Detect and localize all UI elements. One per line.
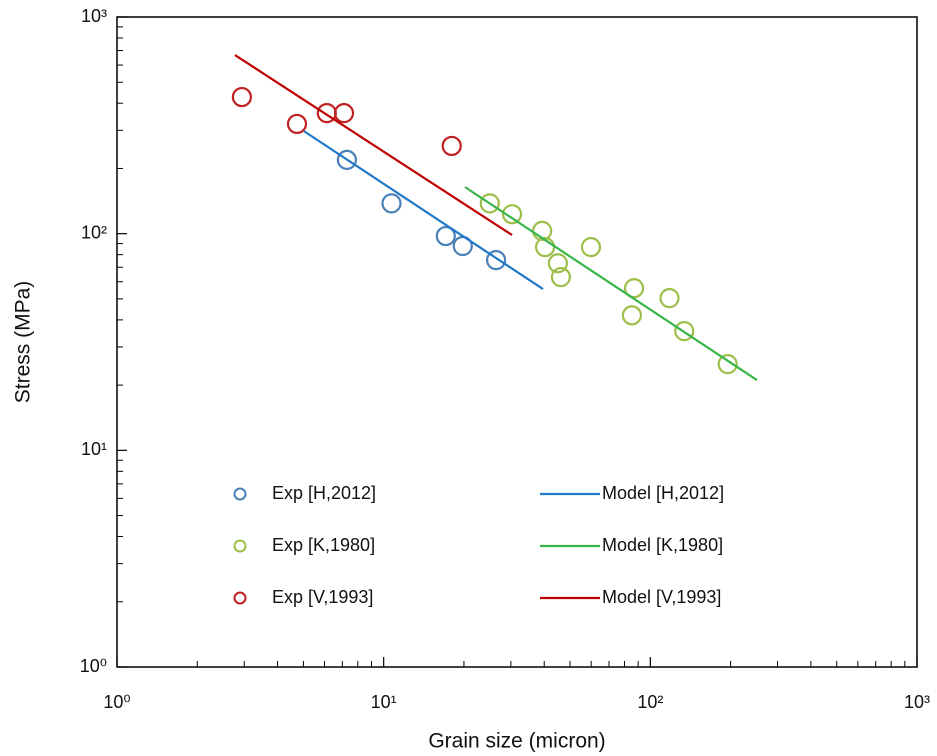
legend-label: Exp [H,2012]: [272, 483, 376, 503]
marker: [485, 250, 507, 271]
marker: [550, 267, 572, 288]
legend-label: Model [V,1993]: [602, 587, 721, 607]
legend-label: Exp [K,1980]: [272, 535, 375, 555]
marker: [580, 236, 602, 258]
plot-frame: [116, 16, 918, 668]
x-tick-label: 10⁰: [103, 692, 130, 712]
legend-label: Exp [V,1993]: [272, 587, 373, 607]
x-tick-label: 10³: [904, 692, 930, 712]
marker: [623, 278, 645, 299]
marker: [621, 305, 643, 326]
marker: [435, 225, 456, 247]
x-tick-label: 10¹: [371, 692, 397, 712]
legend-label: Model [K,1980]: [602, 535, 723, 555]
y-tick-label: 10⁰: [80, 656, 107, 676]
marker: [441, 135, 462, 157]
x-axis-label: Grain size (micron): [428, 730, 605, 753]
y-axis-label: Stress (MPa): [12, 281, 35, 404]
legend-marker: [233, 539, 247, 553]
marker: [547, 253, 568, 274]
y-tick-label: 10¹: [81, 439, 107, 459]
marker: [333, 103, 355, 124]
model-line: [234, 54, 513, 236]
marker: [501, 204, 523, 225]
model-line: [464, 186, 758, 381]
marker: [231, 86, 252, 108]
marker: [381, 193, 402, 214]
marker: [336, 149, 358, 171]
y-tick-label: 10³: [81, 6, 107, 26]
marker: [286, 113, 308, 135]
marker: [717, 354, 738, 375]
y-tick-label: 10²: [81, 222, 107, 242]
legend-marker: [233, 487, 247, 501]
legend-label: Model [H,2012]: [602, 483, 724, 503]
marker: [674, 321, 695, 342]
model-line: [303, 130, 544, 290]
marker: [479, 193, 500, 214]
marker: [659, 288, 680, 309]
legend-marker: [233, 591, 247, 605]
x-tick-label: 10²: [637, 692, 663, 712]
